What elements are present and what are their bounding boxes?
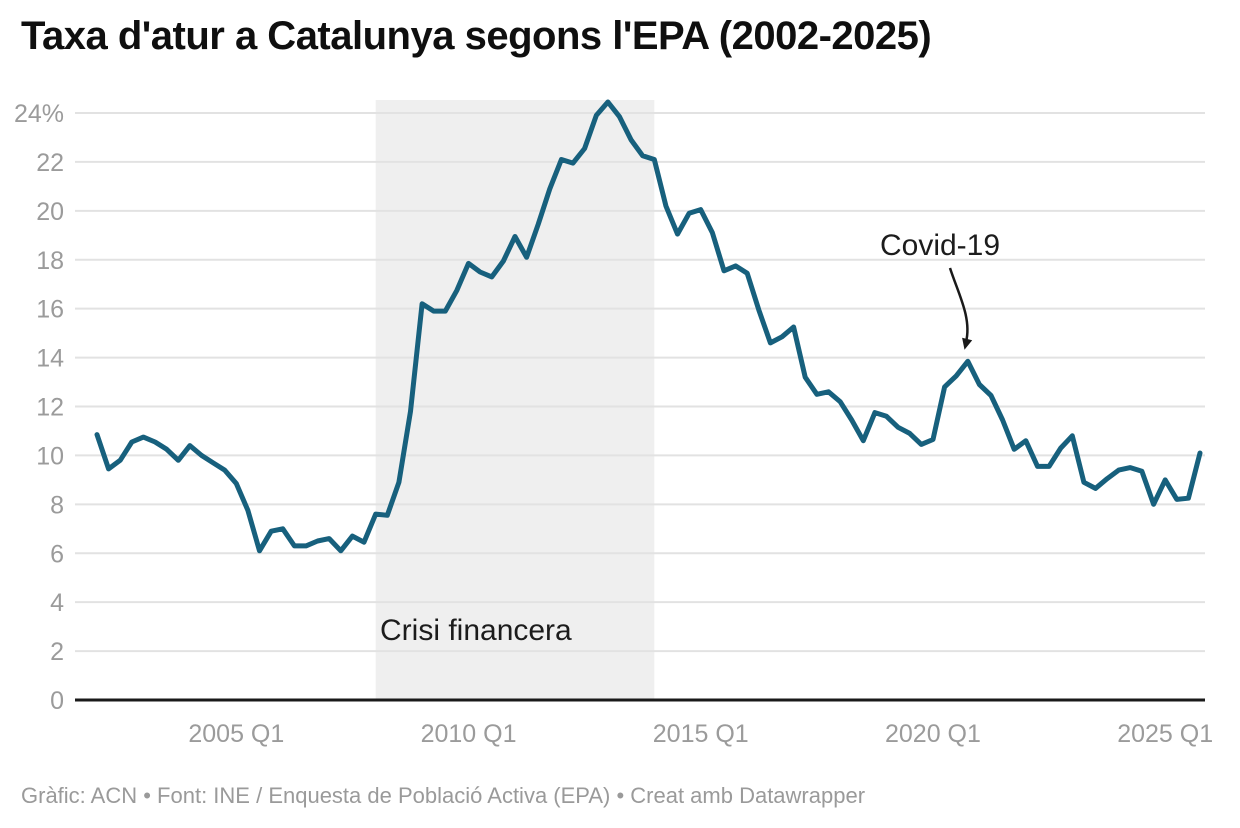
unemployment-line — [94, 99, 1203, 554]
y-tick-label: 24% — [14, 100, 64, 128]
chart-title: Taxa d'atur a Catalunya segons l'EPA (20… — [21, 14, 932, 58]
attribution: Gràfic: ACN • Font: INE / Enquesta de Po… — [21, 783, 866, 808]
y-tick-label: 10 — [36, 442, 64, 470]
x-tick-label: 2015 Q1 — [653, 720, 749, 748]
x-tick-label: 2005 Q1 — [188, 720, 284, 748]
y-tick-label: 20 — [36, 198, 64, 226]
y-tick-label: 22 — [36, 149, 64, 177]
x-tick-label: 2025 Q1 — [1117, 720, 1213, 748]
y-tick-label: 0 — [50, 687, 64, 715]
covid-arrow — [948, 267, 973, 350]
covid-label: Covid-19 — [880, 229, 1000, 262]
y-tick-label: 6 — [50, 540, 64, 568]
y-tick-label: 4 — [50, 589, 64, 617]
crisis-band — [375, 100, 655, 700]
y-tick-label: 2 — [50, 638, 64, 666]
y-tick-label: 12 — [36, 394, 64, 422]
y-tick-label: 14 — [36, 345, 64, 373]
x-tick-label: 2020 Q1 — [885, 720, 981, 748]
x-tick-label: 2010 Q1 — [421, 720, 517, 748]
y-tick-label: 8 — [50, 491, 64, 519]
crisis-band-label: Crisi financera — [380, 614, 572, 647]
y-tick-label: 16 — [36, 296, 64, 324]
y-tick-label: 18 — [36, 247, 64, 275]
